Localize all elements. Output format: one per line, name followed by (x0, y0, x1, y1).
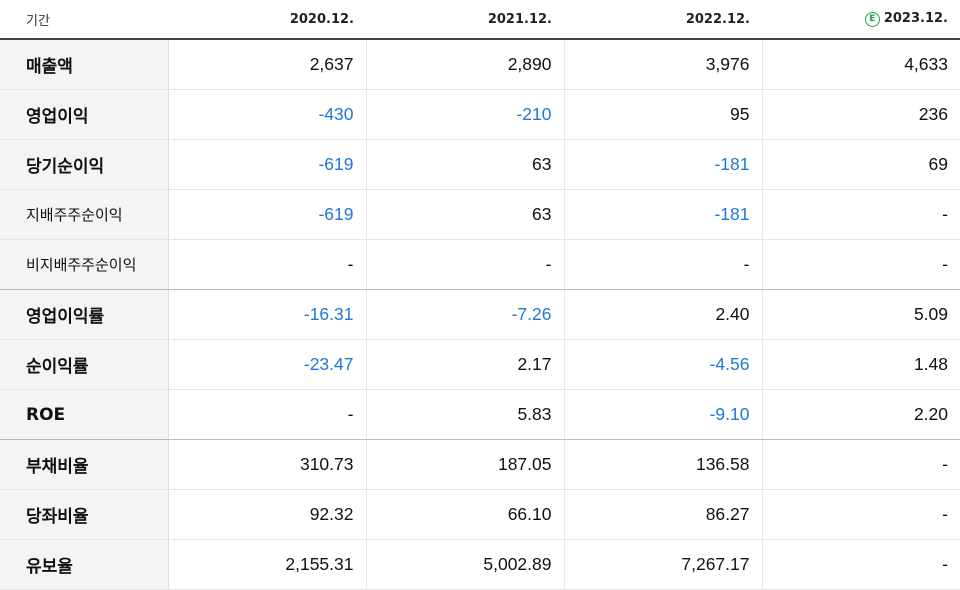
row-label: 당좌비율 (0, 489, 169, 540)
table-row: 유보율 2,155.31 5,002.89 7,267.17 - (0, 539, 960, 590)
value-cell: 5,002.89 (365, 539, 564, 590)
value-cell: -23.47 (168, 339, 366, 390)
row-label: ROE (0, 389, 169, 440)
row-label: 당기순이익 (0, 139, 169, 190)
value-cell: 2.40 (563, 289, 762, 340)
period-label-header: 기간 (0, 0, 168, 40)
value-cell: 7,267.17 (563, 539, 762, 590)
value-cell: 95 (563, 89, 762, 140)
table-row: 부채비율 310.73 187.05 136.58 - (0, 439, 960, 490)
value-cell: -7.26 (365, 289, 564, 340)
table-row: ROE - 5.83 -9.10 2.20 (0, 389, 960, 440)
row-label: 영업이익 (0, 89, 169, 140)
value-cell: -210 (365, 89, 564, 140)
table-row: 당좌비율 92.32 66.10 86.27 - (0, 489, 960, 540)
value-cell: - (761, 489, 960, 540)
value-cell: 310.73 (168, 439, 366, 490)
value-cell: 86.27 (563, 489, 762, 540)
value-cell: 2.20 (761, 389, 960, 440)
value-cell: 2.17 (365, 339, 564, 390)
value-cell: - (168, 389, 366, 440)
value-cell: 2,890 (365, 39, 564, 90)
row-label: 매출액 (0, 39, 169, 90)
value-cell: - (365, 239, 564, 290)
value-cell: - (761, 539, 960, 590)
value-cell: 236 (761, 89, 960, 140)
row-label: 유보율 (0, 539, 169, 590)
period-header-label: 2023.12. (883, 11, 948, 26)
period-header: 2022.12. (564, 0, 762, 40)
value-cell: 92.32 (168, 489, 366, 540)
estimate-badge-icon: E (864, 12, 880, 27)
value-cell: - (168, 239, 366, 290)
value-cell: -181 (563, 189, 762, 240)
value-cell: 66.10 (365, 489, 564, 540)
value-cell: 5.83 (365, 389, 564, 440)
value-cell: - (761, 189, 960, 240)
period-header: 2020.12. (168, 0, 366, 40)
value-cell: 2,155.31 (168, 539, 366, 590)
value-cell: - (563, 239, 762, 290)
value-cell: -181 (563, 139, 762, 190)
value-cell: 1.48 (761, 339, 960, 390)
table-row: 당기순이익 -619 63 -181 69 (0, 139, 960, 190)
row-label: 영업이익률 (0, 289, 169, 340)
row-label: 부채비율 (0, 439, 169, 490)
value-cell: -4.56 (563, 339, 762, 390)
value-cell: 69 (761, 139, 960, 190)
value-cell: 63 (365, 139, 564, 190)
value-cell: - (761, 439, 960, 490)
value-cell: 2,637 (168, 39, 366, 90)
table-body: 매출액 2,637 2,890 3,976 4,633 영업이익 -430 -2… (0, 39, 960, 590)
table-row: 순이익률 -23.47 2.17 -4.56 1.48 (0, 339, 960, 390)
value-cell: 136.58 (563, 439, 762, 490)
value-cell: 5.09 (761, 289, 960, 340)
table-row: 매출액 2,637 2,890 3,976 4,633 (0, 39, 960, 90)
value-cell: 187.05 (365, 439, 564, 490)
row-label: 비지배주주순이익 (0, 239, 169, 290)
table-row: 비지배주주순이익 - - - - (0, 239, 960, 290)
value-cell: - (761, 239, 960, 290)
value-cell: -9.10 (563, 389, 762, 440)
period-header-estimate: E 2023.12. (762, 0, 960, 40)
value-cell: 4,633 (761, 39, 960, 90)
table-row: 지배주주순이익 -619 63 -181 - (0, 189, 960, 240)
value-cell: -619 (168, 189, 366, 240)
value-cell: 3,976 (563, 39, 762, 90)
table-header: 기간 2020.12. 2021.12. 2022.12. E 2023.12. (0, 0, 960, 40)
row-label: 순이익률 (0, 339, 169, 390)
value-cell: -16.31 (168, 289, 366, 340)
value-cell: -430 (168, 89, 366, 140)
value-cell: 63 (365, 189, 564, 240)
table-row: 영업이익 -430 -210 95 236 (0, 89, 960, 140)
value-cell: -619 (168, 139, 366, 190)
period-header: 2021.12. (366, 0, 564, 40)
table-row: 영업이익률 -16.31 -7.26 2.40 5.09 (0, 289, 960, 340)
row-label: 지배주주순이익 (0, 189, 169, 240)
header-row: 기간 2020.12. 2021.12. 2022.12. E 2023.12. (0, 0, 960, 40)
